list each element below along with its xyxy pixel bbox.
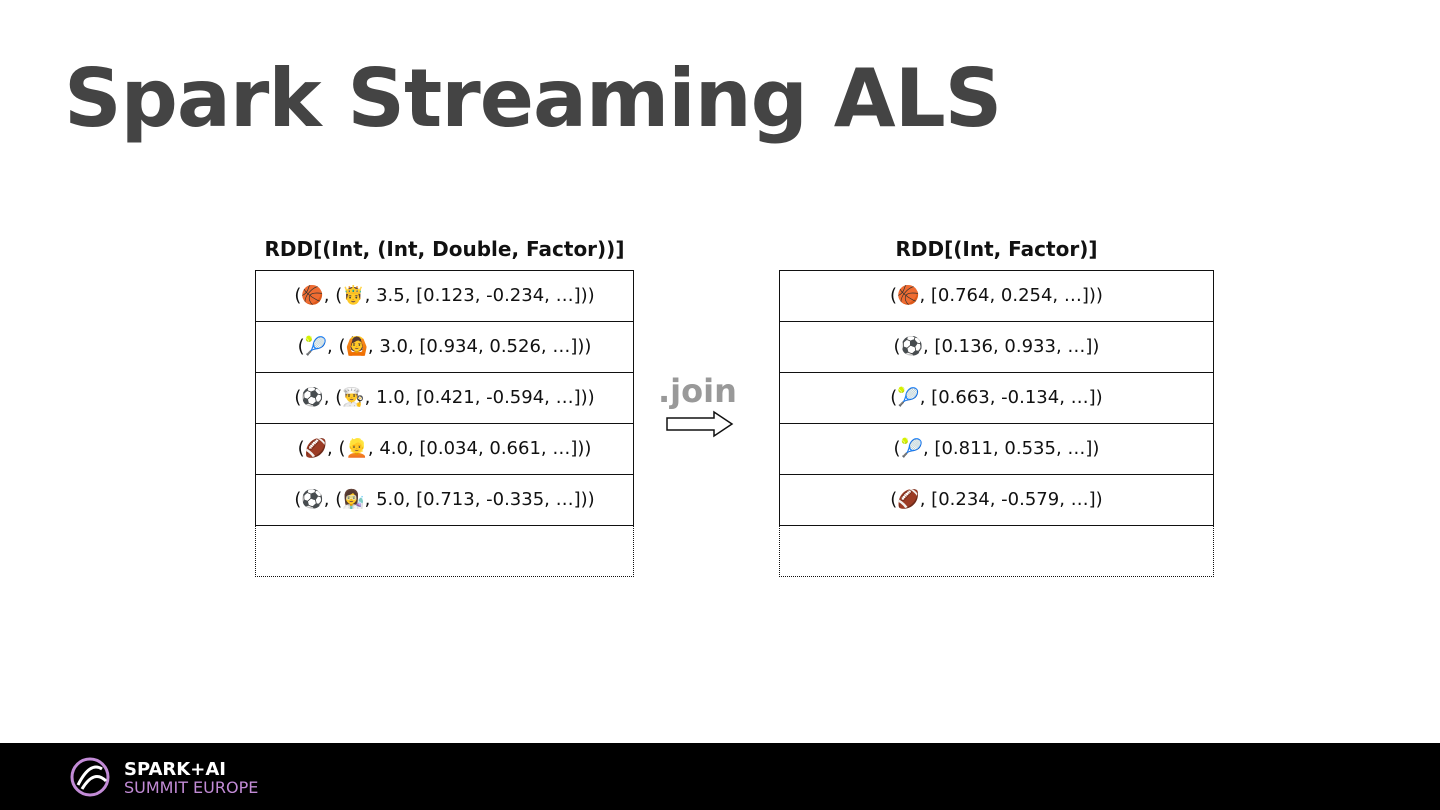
- right-table: RDD[(Int, Factor)] (🏀, [0.764, 0.254, …]…: [779, 234, 1214, 577]
- table-row: (🎾, (🙆, 3.0, [0.934, 0.526, …])): [255, 322, 634, 373]
- table-row: (⚽, (👩‍🔬, 5.0, [0.713, -0.335, …])): [255, 475, 634, 526]
- operation-label: .join: [658, 372, 737, 410]
- empty-row: [255, 526, 634, 577]
- arrow: [666, 410, 734, 438]
- left-table: RDD[(Int, (Int, Double, Factor))] (🏀, (🤴…: [255, 234, 634, 577]
- event-name: SUMMIT EUROPE: [124, 778, 259, 797]
- table-row: (🎾, [0.663, -0.134, …]): [779, 373, 1214, 424]
- table-row: (🏈, (👱, 4.0, [0.034, 0.661, …])): [255, 424, 634, 475]
- slide-title: Spark Streaming ALS: [64, 52, 1002, 145]
- table-row: (⚽, [0.136, 0.933, …]): [779, 322, 1214, 373]
- table-row: (🎾, [0.811, 0.535, …]): [779, 424, 1214, 475]
- footer: SPARK+AI SUMMIT EUROPE: [0, 743, 1440, 810]
- table-row: (⚽, (👨‍🍳, 1.0, [0.421, -0.594, …])): [255, 373, 634, 424]
- brand: SPARK+AI: [124, 759, 226, 780]
- table-header: RDD[(Int, Factor)]: [895, 237, 1098, 261]
- table-row: (🏈, [0.234, -0.579, …]): [779, 475, 1214, 526]
- table-header: RDD[(Int, (Int, Double, Factor))]: [264, 237, 625, 261]
- table-row: (🏀, [0.764, 0.254, …])): [779, 270, 1214, 322]
- logo: [70, 757, 110, 797]
- empty-row: [779, 526, 1214, 577]
- table-row: (🏀, (🤴, 3.5, [0.123, -0.234, …])): [255, 270, 634, 322]
